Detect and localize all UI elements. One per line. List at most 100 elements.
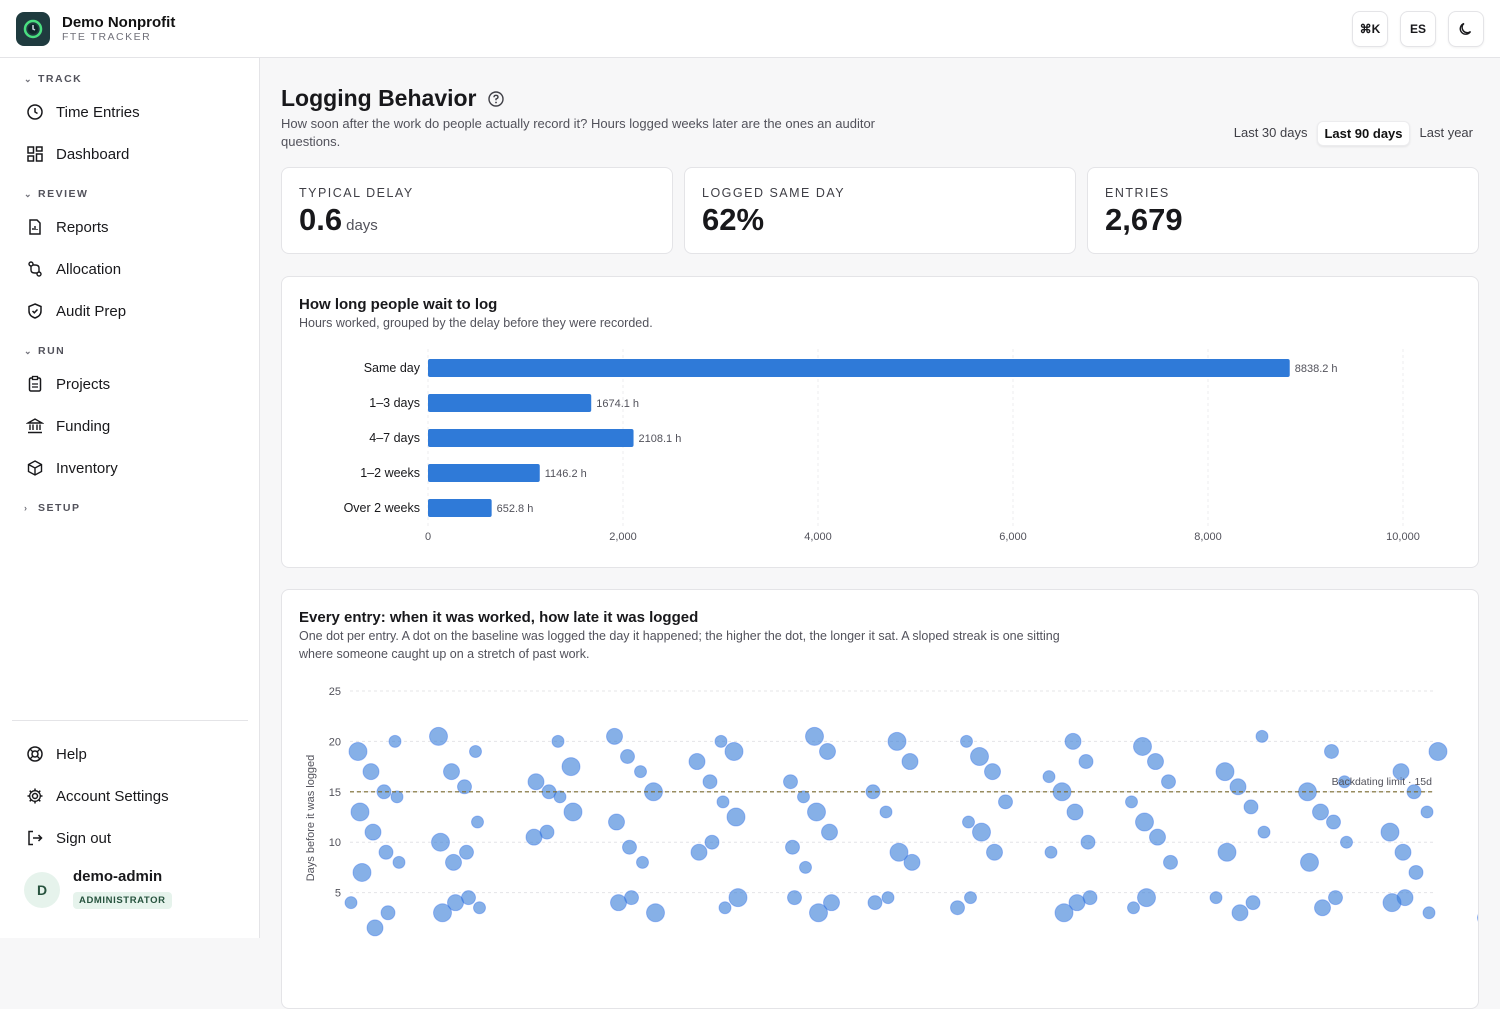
sidebar-item-label: Projects <box>56 375 111 393</box>
command-palette-button[interactable]: ⌘K <box>1352 10 1388 47</box>
scatter-point <box>785 839 800 855</box>
sidebar-item-account-settings[interactable]: Account Settings <box>0 775 260 817</box>
scatter-point <box>364 823 382 841</box>
scatter-point <box>887 731 907 751</box>
chart-title: Every entry: when it was worked, how lat… <box>299 609 699 626</box>
scatter-point <box>443 763 460 781</box>
bar <box>428 499 492 517</box>
scatter-point <box>1066 803 1084 821</box>
scatter-point <box>1394 843 1412 861</box>
section-setup[interactable]: › SETUP <box>0 496 259 520</box>
section-run[interactable]: ⌄ RUN <box>0 339 259 363</box>
range-option-90-days[interactable]: Last 90 days <box>1317 121 1410 146</box>
chevron-right-icon: › <box>24 503 29 513</box>
sidebar-item-audit-prep[interactable]: Audit Prep <box>0 290 259 332</box>
clock-logo-icon <box>23 19 43 38</box>
scatter-point <box>972 822 991 842</box>
scatter-point <box>960 734 973 748</box>
y-tick-label: 15 <box>329 787 341 799</box>
scatter-point <box>799 860 812 874</box>
x-tick-label: 8,000 <box>1194 531 1222 543</box>
sidebar-item-dashboard[interactable]: Dashboard <box>0 133 259 175</box>
section-track[interactable]: ⌄ TRACK <box>0 67 259 91</box>
theme-toggle-button[interactable] <box>1448 10 1484 47</box>
scatter-point <box>366 919 384 937</box>
scatter-point <box>350 802 370 822</box>
sidebar-item-help[interactable]: Help <box>0 733 260 775</box>
sidebar-item-label: Reports <box>56 218 109 236</box>
stat-card-typical-delay: TYPICAL DELAY 0.6 days <box>281 167 673 254</box>
scatter-point <box>823 894 840 912</box>
scatter-point <box>1255 729 1269 743</box>
scatter-point <box>1382 893 1402 913</box>
scatter-point <box>1324 743 1339 759</box>
shield-check-icon <box>28 303 42 319</box>
stat-label: ENTRIES <box>1105 186 1170 200</box>
page-title: Logging Behavior <box>281 85 505 112</box>
scatter-point <box>1068 894 1086 912</box>
sidebar-item-label: Time Entries <box>56 103 140 121</box>
sidebar-item-label: Dashboard <box>56 145 130 163</box>
scatter-point <box>1245 895 1261 911</box>
sidebar-item-projects[interactable]: Projects <box>0 363 259 405</box>
scatter-point <box>1215 762 1235 782</box>
scatter-point <box>964 891 977 905</box>
brand: Demo Nonprofit FTE TRACKER <box>62 15 175 43</box>
sidebar-item-label: Allocation <box>56 260 122 278</box>
scatter-point <box>1392 763 1410 781</box>
user-name: demo-admin <box>73 868 163 885</box>
scatter-point <box>809 903 828 923</box>
scatter-point <box>457 779 472 795</box>
scatter-point <box>787 890 802 906</box>
chevron-down-icon: ⌄ <box>24 345 34 356</box>
scatter-point <box>1300 852 1319 872</box>
sidebar-item-sign-out[interactable]: Sign out <box>0 817 260 859</box>
scatter-point <box>1149 828 1166 846</box>
y-axis-label: Days before it was logged <box>305 755 317 882</box>
language-button[interactable]: ES <box>1400 10 1436 47</box>
scatter-point <box>431 832 450 852</box>
range-option-year[interactable]: Last year <box>1419 125 1473 140</box>
scatter-point <box>445 853 462 871</box>
sidebar-item-time-entries[interactable]: Time Entries <box>0 91 259 133</box>
user-profile[interactable]: D demo-admin ADMINISTRATOR <box>24 868 172 909</box>
stat-value: 0.6 days <box>299 202 655 238</box>
scatter-point <box>352 862 372 882</box>
scatter-point <box>620 749 635 765</box>
bar <box>428 464 540 482</box>
sidebar-item-label: Account Settings <box>56 787 169 805</box>
scatter-point <box>473 901 486 915</box>
sidebar-item-label: Sign out <box>56 829 112 847</box>
bank-icon <box>26 418 44 434</box>
scatter-point <box>447 894 464 912</box>
sidebar-item-label: Help <box>56 745 87 763</box>
range-option-30-days[interactable]: Last 30 days <box>1233 125 1308 140</box>
sidebar-item-reports[interactable]: Reports <box>0 206 259 248</box>
x-tick-label: 6,000 <box>999 531 1027 543</box>
bar <box>428 359 1290 377</box>
report-icon <box>29 219 41 235</box>
clock-icon <box>27 104 43 120</box>
allocation-icon <box>28 261 42 277</box>
scatter-point <box>1340 835 1353 849</box>
bar <box>428 394 592 412</box>
scatter-point <box>1231 904 1249 922</box>
scatter-point <box>1338 775 1351 789</box>
section-review[interactable]: ⌄ REVIEW <box>0 182 259 206</box>
y-tick-label: 20 <box>329 736 341 748</box>
scatter-point <box>1298 782 1317 802</box>
sidebar: ⌄ TRACK Time Entries Dashboard ⌄ REVIEW Re… <box>0 58 260 938</box>
scatter-point <box>380 905 396 921</box>
sidebar-item-funding[interactable]: Funding <box>0 405 259 447</box>
bar-value-label: 2108.1 h <box>639 433 682 445</box>
category-label: 1–2 weeks <box>360 466 420 480</box>
sidebar-item-inventory[interactable]: Inventory <box>0 447 259 489</box>
scatter-point <box>1163 854 1178 870</box>
scatter-point <box>807 802 826 822</box>
scatter-point <box>1054 903 1074 923</box>
scatter-point <box>998 794 1013 810</box>
sidebar-item-allocation[interactable]: Allocation <box>0 248 259 290</box>
help-circle-icon[interactable] <box>487 90 505 108</box>
app-logo[interactable] <box>16 11 50 46</box>
scatter-point <box>865 784 881 800</box>
